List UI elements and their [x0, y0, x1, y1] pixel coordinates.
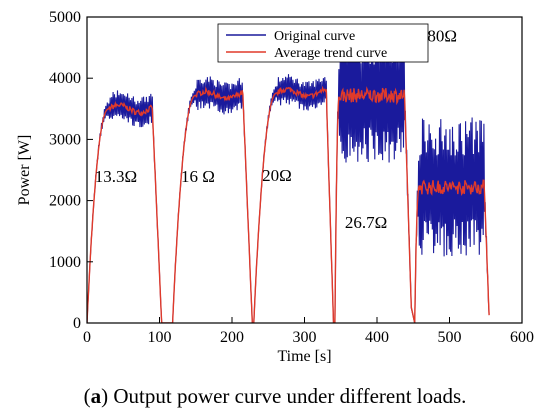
- x-tick-label: 600: [510, 329, 534, 346]
- x-tick-label: 200: [220, 329, 244, 346]
- legend-box: [217, 23, 429, 63]
- y-tick-label: 3000: [49, 131, 81, 148]
- x-tick-label: 100: [148, 329, 172, 346]
- axes: 0 100 200 300 400 500 600 0 1000 2000 3000 4000 5000…: [16, 9, 534, 365]
- figure-caption: (a) Output power curve under different l…: [83, 384, 467, 408]
- x-tick-label: 300: [293, 329, 317, 346]
- load-label: 26.7Ω: [345, 213, 387, 232]
- load-label: 16 Ω: [181, 167, 215, 186]
- average-trend-curve-line: [87, 85, 490, 323]
- load-annotations: 13.3Ω 16 Ω 20Ω 26.7Ω 80Ω: [95, 26, 457, 232]
- x-tick-label: 400: [365, 329, 389, 346]
- caption-text: Output power curve under different loads…: [113, 384, 467, 408]
- load-label: 20Ω: [262, 166, 292, 185]
- x-tick-label: 0: [83, 329, 91, 346]
- caption-label: a: [90, 384, 102, 408]
- y-axis-title: Power [W]: [16, 135, 33, 206]
- y-tick-label: 2000: [49, 193, 81, 210]
- legend-label: Original curve: [274, 29, 355, 44]
- load-label: 13.3Ω: [95, 167, 137, 186]
- x-tick-label: 500: [438, 329, 462, 346]
- plot-area: [87, 28, 490, 323]
- x-axis-title: Time [s]: [277, 348, 331, 365]
- legend: Original curve Average trend curve: [217, 23, 429, 63]
- y-tick-label: 5000: [49, 9, 81, 26]
- y-tick-label: 0: [73, 315, 81, 332]
- y-tick-label: 4000: [49, 70, 81, 87]
- y-tick-label: 1000: [49, 254, 81, 271]
- chart-canvas: 0 100 200 300 400 500 600 0 1000 2000 3000 4000 5000…: [16, 9, 534, 365]
- load-label: 80Ω: [427, 26, 457, 45]
- legend-label: Average trend curve: [274, 46, 387, 61]
